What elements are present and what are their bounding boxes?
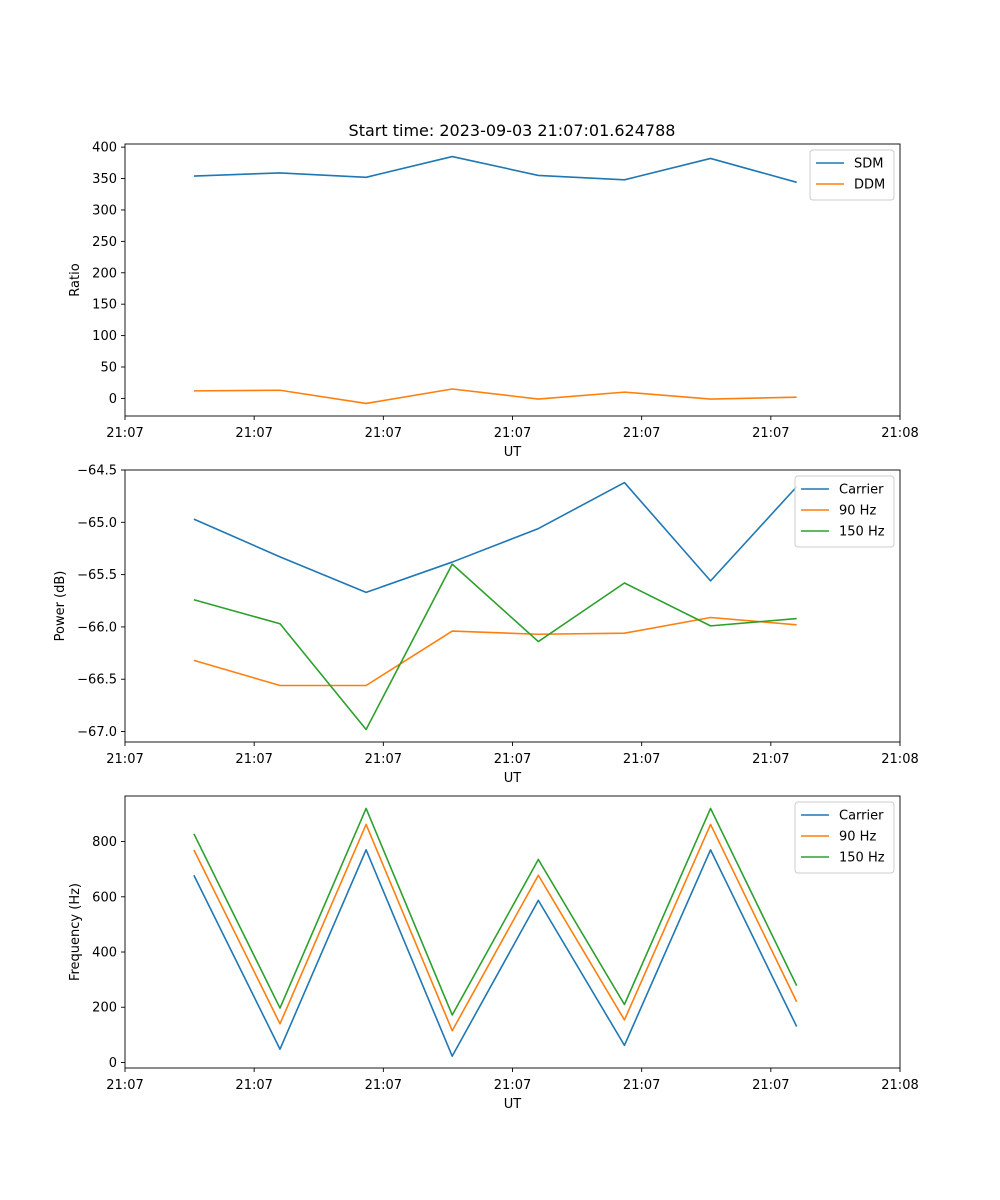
- x-tick-label: 21:08: [881, 1078, 918, 1093]
- x-axis-label: UT: [504, 771, 522, 786]
- series-line-ddm: [193, 388, 797, 405]
- legend: SDM DDM: [809, 149, 895, 201]
- y-tick-label: 600: [92, 890, 117, 905]
- x-tick-label: 21:07: [106, 752, 143, 767]
- y-tick-label: 350: [92, 172, 117, 187]
- y-axis-label: Power (dB): [53, 571, 68, 642]
- legend-label-ddm: DDM: [854, 178, 885, 193]
- chart-panel-1: 21:07 21:07 21:07 21:07 21:07 21:07 21:08 0 50 10…: [68, 141, 919, 460]
- x-tick-label: 21:08: [881, 752, 918, 767]
- y-tick-label: 300: [92, 203, 117, 218]
- x-tick-label: 21:07: [494, 752, 531, 767]
- chart-panel-3: 21:07 21:07 21:07 21:07 21:07 21:07 21:08 0 200 4…: [68, 795, 919, 1112]
- y-tick-label: −65.0: [77, 516, 117, 531]
- y-axis-label: Frequency (Hz): [68, 883, 83, 981]
- y-tick-label: 0: [109, 392, 117, 407]
- y-axis-label: Ratio: [68, 263, 83, 296]
- legend-label-150-hz: 150 Hz: [839, 851, 885, 866]
- x-tick-label: 21:08: [881, 426, 918, 441]
- x-tick-label: 21:07: [106, 426, 143, 441]
- series-line-90-hz: [193, 616, 797, 687]
- legend: Carrier 90 Hz 150 Hz: [794, 475, 895, 548]
- y-tick-label: 50: [100, 361, 117, 376]
- x-tick-label: 21:07: [494, 426, 531, 441]
- series-line-150-hz: [193, 563, 797, 731]
- legend-box: [794, 801, 895, 874]
- legend: Carrier 90 Hz 150 Hz: [794, 801, 895, 874]
- y-tick-label: −66.5: [77, 673, 117, 688]
- x-tick-label: 21:07: [623, 752, 660, 767]
- series-line-carrier: [193, 481, 798, 594]
- x-tick-label: 21:07: [235, 1078, 272, 1093]
- x-tick-label: 21:07: [365, 426, 402, 441]
- y-tick-label: 150: [92, 298, 117, 313]
- x-tick-label: 21:07: [106, 1078, 143, 1093]
- y-tick-label: 400: [92, 946, 117, 961]
- x-tick-label: 21:07: [235, 426, 272, 441]
- legend-label-90-hz: 90 Hz: [839, 830, 876, 845]
- x-tick-label: 21:07: [623, 1078, 660, 1093]
- y-tick-label: 100: [92, 329, 117, 344]
- legend-box: [794, 475, 895, 548]
- y-tick-label: −64.5: [77, 464, 117, 479]
- x-axis-label: UT: [504, 1097, 522, 1112]
- y-tick-label: 200: [92, 1001, 117, 1016]
- chart-title: Start time: 2023-09-03 21:07:01.624788: [349, 121, 676, 140]
- axes-frame: [124, 795, 901, 1069]
- legend-label-carrier: Carrier: [839, 483, 884, 498]
- x-tick-label: 21:07: [752, 752, 789, 767]
- x-tick-label: 21:07: [752, 1078, 789, 1093]
- y-tick-label: 400: [92, 141, 117, 156]
- y-tick-label: 200: [92, 266, 117, 281]
- y-tick-label: 0: [109, 1056, 117, 1071]
- legend-label-90-hz: 90 Hz: [839, 504, 876, 519]
- x-tick-label: 21:07: [623, 426, 660, 441]
- x-tick-label: 21:07: [494, 1078, 531, 1093]
- axes-frame: [124, 469, 901, 743]
- y-tick-label: −67.0: [77, 725, 117, 740]
- y-tick-label: 250: [92, 235, 117, 250]
- series-line-150-hz: [193, 807, 798, 1016]
- legend-label-sdm: SDM: [854, 157, 883, 172]
- y-tick-label: −65.5: [77, 568, 117, 583]
- series-line-carrier: [193, 849, 798, 1057]
- y-tick-label: 800: [92, 835, 117, 850]
- x-tick-label: 21:07: [235, 752, 272, 767]
- series-line-sdm: [193, 155, 797, 184]
- x-tick-label: 21:07: [365, 752, 402, 767]
- series-line-90-hz: [193, 823, 798, 1032]
- x-tick-label: 21:07: [752, 426, 789, 441]
- y-tick-label: −66.0: [77, 620, 117, 635]
- legend-label-150-hz: 150 Hz: [839, 525, 885, 540]
- axes-frame: [124, 143, 901, 417]
- chart-panel-2: 21:07 21:07 21:07 21:07 21:07 21:07 21:08 −67.0…: [53, 464, 919, 787]
- x-tick-label: 21:07: [365, 1078, 402, 1093]
- x-axis-label: UT: [504, 445, 522, 460]
- legend-label-carrier: Carrier: [839, 809, 884, 824]
